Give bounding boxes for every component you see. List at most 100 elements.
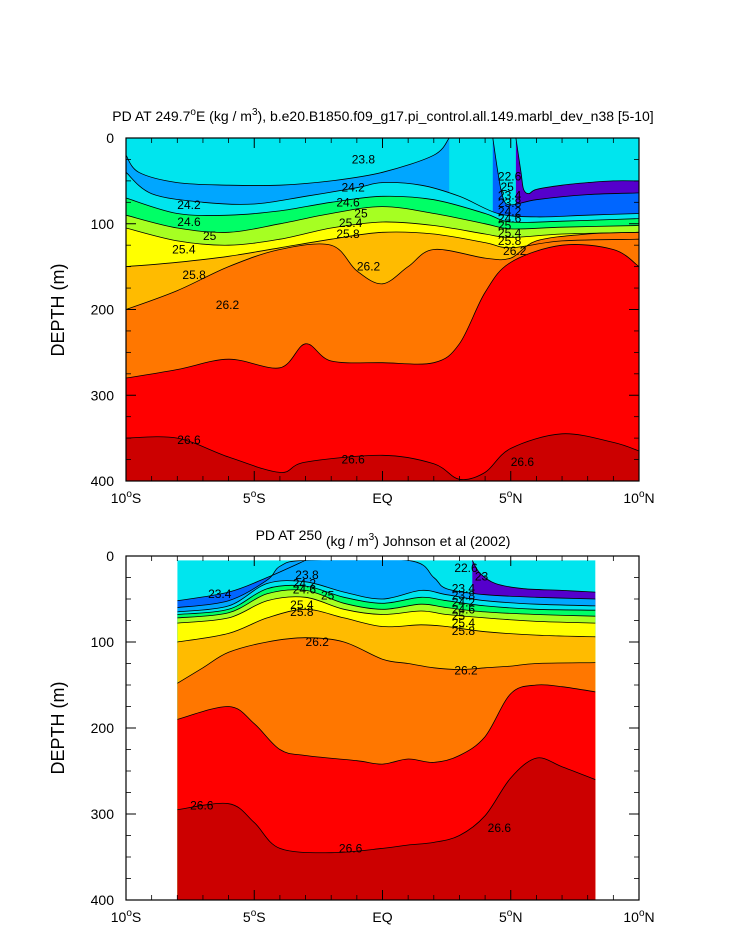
contour-label: 25.4: [290, 598, 314, 612]
contour-line-26-9: [177, 757, 596, 854]
x-tick-label: 5oS: [243, 908, 266, 925]
contour-label: 24.6: [293, 583, 317, 597]
contour-label: 25.8: [182, 268, 206, 282]
contour-label: 26.2: [454, 663, 478, 677]
contour-line-24-6: [177, 584, 596, 615]
contour-line-25-8: [177, 608, 596, 643]
contour-line-25-4: [177, 596, 596, 624]
contour-label: 24.2: [177, 198, 201, 212]
y-axis-label: DEPTH (m): [48, 682, 68, 775]
contour-line-24-6: [126, 195, 639, 223]
contour-label: 25.8: [452, 624, 476, 638]
contour-label: 25.4: [498, 226, 522, 240]
contour-label: 23.8: [498, 196, 522, 210]
x-tick-label: 10oS: [111, 489, 141, 506]
axis-ticks: [125, 555, 640, 901]
y-tick-label: 400: [91, 473, 115, 489]
contour-line-26-2: [177, 637, 596, 684]
x-tick-label: EQ: [372, 909, 392, 925]
contour-line-26-2: [126, 231, 639, 310]
contour-label: 25: [498, 218, 512, 232]
y-tick-label: 0: [106, 548, 114, 564]
y-tick-label: 300: [91, 387, 115, 403]
contour-line-23-8: [126, 138, 450, 187]
y-tick-label: 0: [106, 130, 114, 146]
contour-label: 24.2: [293, 577, 317, 591]
contour-label: 26.2: [357, 260, 381, 274]
contour-label: 23.4: [498, 188, 522, 202]
y-tick-label: 200: [91, 302, 115, 318]
contour-label: 26.2: [216, 298, 240, 312]
y-tick-label: 200: [91, 720, 115, 736]
contour-label: 25: [203, 229, 217, 243]
contour-label: 24.6: [336, 195, 360, 209]
contour-line-23-4: [177, 560, 306, 602]
contour-line-24-2: [126, 171, 639, 218]
contour-label: 24.6: [452, 602, 476, 616]
contour-line-25-8: [126, 231, 639, 267]
contour-label: 26.6: [511, 455, 535, 469]
contour-line-23-4: [492, 138, 639, 206]
contour-label: 23.4: [452, 582, 476, 596]
x-tick-label: 10oN: [623, 489, 654, 506]
contour-label: 23.4: [208, 587, 232, 601]
contour-label: 25.8: [336, 227, 360, 241]
contour-label: 25: [452, 609, 466, 623]
contour-label: 25.4: [172, 242, 196, 256]
contour-line-26-9: [126, 433, 639, 481]
contour-label: 23.8: [452, 589, 476, 603]
contour-label: 26.6: [190, 798, 214, 812]
contour-label: 24.2: [452, 595, 476, 609]
contour-label: 24.2: [341, 181, 365, 195]
contour-label: 24.6: [498, 212, 522, 226]
contour-line-26-6: [126, 244, 639, 379]
y-axis-label: DEPTH (m): [48, 264, 68, 357]
contour-fill-26-9: [177, 757, 596, 900]
contour-label: 25: [321, 589, 335, 603]
contour-line-25: [177, 589, 596, 619]
x-tick-label: 5oS: [243, 489, 266, 506]
contour-label: 22.6: [454, 561, 478, 575]
x-tick-label: EQ: [372, 490, 392, 506]
contour-label: 26.6: [177, 433, 201, 447]
contour-label: 23.8: [295, 568, 319, 582]
axis-ticks: [125, 137, 640, 482]
x-tick-label: 10oN: [623, 908, 654, 925]
y-tick-label: 400: [91, 892, 115, 908]
contour-line-26-6: [177, 684, 596, 765]
contour-plot: 23.824.224.62525.425.826.224.224.62525.4…: [126, 138, 639, 481]
contour-line-23-8: [177, 560, 596, 608]
contour-plot: 23.423.824.224.6 2525.425.826.222.62323.4…: [177, 560, 596, 900]
contour-label: 25.4: [452, 616, 476, 630]
contour-label: 24.2: [498, 205, 522, 219]
contour-label: 25.8: [498, 234, 522, 248]
y-tick-label: 100: [91, 216, 115, 232]
contour-fill-26-9: [126, 433, 639, 481]
panel-title: PD AT 250 (kg / m3) Johnson et al (2002): [256, 527, 511, 549]
contour-line-25-4: [126, 221, 639, 246]
contour-label: 25: [500, 180, 514, 194]
contour-label: 25: [354, 206, 368, 220]
contour-label: 26.6: [341, 453, 365, 467]
panel-model: PD AT 249.7oE (kg / m3), b.e20.B1850.f09…: [48, 107, 655, 506]
contour-label: 23: [475, 570, 489, 584]
contour-label: 26.6: [339, 841, 363, 855]
x-tick-label: 5oN: [499, 489, 522, 506]
contour-label: 24.6: [177, 215, 201, 229]
x-tick-label: 5oN: [499, 908, 522, 925]
contour-label: 26.2: [306, 635, 330, 649]
x-tick-label: 10oS: [111, 908, 141, 925]
y-tick-label: 300: [91, 806, 115, 822]
contour-line-25: [126, 206, 639, 233]
contour-label: 26.6: [488, 821, 512, 835]
contour-label: 25.4: [339, 216, 363, 230]
contour-label: 25.8: [290, 605, 314, 619]
contour-layer: 23.824.224.62525.425.826.224.224.62525.4…: [126, 138, 639, 481]
contour-layer: 23.423.824.224.6 2525.425.826.222.62323.4…: [177, 560, 596, 900]
panel-title: PD AT 249.7oE (kg / m3), b.e20.B1850.f09…: [112, 107, 653, 124]
contour-label: 22.6: [498, 170, 522, 184]
contour-line-24-2: [177, 580, 596, 613]
